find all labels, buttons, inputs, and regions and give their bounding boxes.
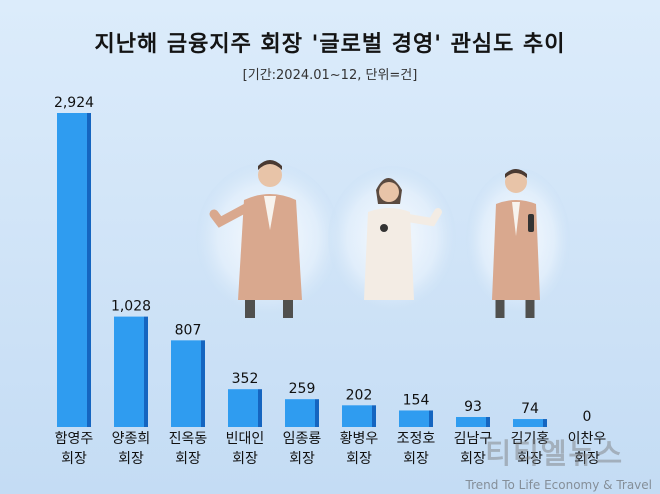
value-label-7: 93	[464, 399, 482, 415]
category-label-0-0: 함영주	[55, 431, 94, 447]
category-label-4-1: 회장	[289, 451, 315, 467]
bar-5	[342, 405, 372, 427]
category-label-4-0: 임종룡	[283, 431, 322, 447]
figure-woman-center-icon	[328, 166, 456, 310]
bar-side-7	[486, 417, 490, 427]
category-label-9-0: 이찬우	[568, 431, 607, 447]
bar-2	[171, 340, 201, 427]
category-label-7-0: 김남구	[454, 431, 493, 447]
figure-man-left-icon	[196, 160, 340, 318]
category-label-8-0: 김기홍	[511, 431, 550, 447]
category-label-0-1: 회장	[61, 451, 87, 467]
value-label-5: 202	[346, 387, 373, 403]
category-label-3-0: 빈대인	[226, 431, 265, 447]
value-label-0: 2,924	[54, 95, 94, 111]
category-label-2-1: 회장	[175, 451, 201, 467]
bar-1	[114, 316, 144, 427]
value-label-6: 154	[403, 392, 430, 408]
bar-8	[513, 419, 543, 427]
bar-side-3	[258, 389, 262, 427]
chart-subtitle: [기간:2024.01~12, 단위=건]	[242, 68, 418, 83]
category-label-1-0: 양종희	[112, 431, 151, 447]
bar-7	[456, 417, 486, 427]
watermark-brand: 티티엘뉴스	[485, 437, 624, 470]
category-label-2-0: 진옥동	[169, 431, 208, 447]
category-label-3-1: 회장	[232, 451, 258, 467]
category-label-5-1: 회장	[346, 451, 372, 467]
category-label-6-0: 조정호	[397, 431, 436, 447]
value-label-2: 807	[175, 322, 202, 338]
category-label-9-1: 회장	[574, 451, 600, 467]
value-label-9: 0	[583, 409, 592, 425]
bar-side-8	[543, 419, 547, 427]
category-label-1-1: 회장	[118, 451, 144, 467]
bar-0	[57, 113, 87, 427]
watermark-tagline: Trend To Life Economy & Travel	[465, 478, 652, 492]
bar-side-2	[201, 340, 205, 427]
value-label-4: 259	[289, 381, 316, 397]
bar-side-5	[372, 405, 376, 427]
bar-4	[285, 399, 315, 427]
value-labels: 2,924 1,028 807 352 259 202 154 93 74 0	[54, 95, 592, 425]
category-label-5-0: 황병우	[340, 431, 379, 447]
illustration-figures	[196, 160, 570, 318]
category-label-7-1: 회장	[460, 451, 486, 467]
category-label-8-1: 회장	[517, 451, 543, 467]
bar-side-1	[144, 316, 148, 427]
bar-side-4	[315, 399, 319, 427]
figure-man-right-icon	[466, 168, 570, 318]
bars-group	[57, 113, 547, 427]
bar-6	[399, 410, 429, 427]
value-label-8: 74	[521, 401, 539, 417]
bar-side-6	[429, 410, 433, 427]
category-label-6-1: 회장	[403, 451, 429, 467]
chart-title: 지난해 금융지주 회장 '글로벌 경영' 관심도 추이	[94, 32, 566, 57]
bar-side-0	[87, 113, 91, 427]
value-label-1: 1,028	[111, 299, 151, 315]
value-label-3: 352	[232, 371, 259, 387]
bar-3	[228, 389, 258, 427]
